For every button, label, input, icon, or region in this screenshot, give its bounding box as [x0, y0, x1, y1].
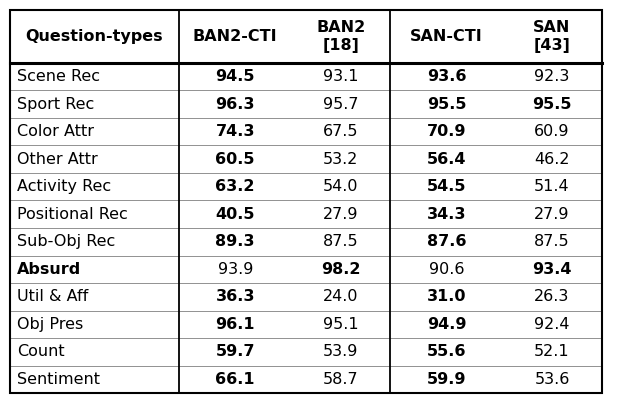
Text: 31.0: 31.0: [427, 289, 466, 305]
Text: 34.3: 34.3: [427, 207, 466, 222]
Text: 24.0: 24.0: [323, 289, 358, 305]
Text: 55.6: 55.6: [427, 344, 466, 360]
Text: Positional Rec: Positional Rec: [17, 207, 128, 222]
Text: 27.9: 27.9: [534, 207, 570, 222]
Text: Activity Rec: Activity Rec: [17, 179, 111, 194]
Text: SAN
[43]: SAN [43]: [533, 20, 571, 53]
Text: 40.5: 40.5: [216, 207, 255, 222]
Text: 95.7: 95.7: [323, 96, 358, 112]
Text: 26.3: 26.3: [534, 289, 570, 305]
Text: 66.1: 66.1: [216, 372, 255, 387]
Text: 27.9: 27.9: [323, 207, 358, 222]
Text: 74.3: 74.3: [216, 124, 255, 139]
Text: Absurd: Absurd: [17, 262, 81, 277]
Text: 95.1: 95.1: [323, 317, 358, 332]
Text: 90.6: 90.6: [429, 262, 464, 277]
Text: 36.3: 36.3: [216, 289, 255, 305]
Text: SAN-CTI: SAN-CTI: [410, 29, 483, 44]
Text: 92.4: 92.4: [534, 317, 570, 332]
Text: 87.5: 87.5: [323, 234, 358, 249]
Text: 56.4: 56.4: [427, 151, 466, 167]
Text: 58.7: 58.7: [323, 372, 358, 387]
Text: 93.1: 93.1: [323, 69, 358, 84]
Text: 87.6: 87.6: [427, 234, 466, 249]
Text: 89.3: 89.3: [216, 234, 255, 249]
Text: 60.5: 60.5: [216, 151, 255, 167]
Text: 46.2: 46.2: [534, 151, 570, 167]
Text: 96.3: 96.3: [216, 96, 255, 112]
Text: 87.5: 87.5: [534, 234, 570, 249]
Text: Count: Count: [17, 344, 65, 360]
Text: 53.6: 53.6: [534, 372, 570, 387]
Text: 92.3: 92.3: [534, 69, 570, 84]
Text: 98.2: 98.2: [321, 262, 360, 277]
Text: 52.1: 52.1: [534, 344, 570, 360]
Text: 96.1: 96.1: [216, 317, 255, 332]
Text: 63.2: 63.2: [216, 179, 255, 194]
Text: 93.4: 93.4: [532, 262, 572, 277]
Text: Other Attr: Other Attr: [17, 151, 98, 167]
Text: Scene Rec: Scene Rec: [17, 69, 100, 84]
Text: Sentiment: Sentiment: [17, 372, 100, 387]
Text: 53.2: 53.2: [323, 151, 358, 167]
Text: 93.9: 93.9: [218, 262, 253, 277]
Text: BAN2
[18]: BAN2 [18]: [316, 20, 365, 53]
Text: 54.5: 54.5: [427, 179, 466, 194]
Text: Obj Pres: Obj Pres: [17, 317, 84, 332]
Text: Question-types: Question-types: [26, 29, 163, 44]
Text: 70.9: 70.9: [427, 124, 466, 139]
Text: Color Attr: Color Attr: [17, 124, 94, 139]
Text: Sport Rec: Sport Rec: [17, 96, 95, 112]
Text: BAN2-CTI: BAN2-CTI: [193, 29, 278, 44]
Text: 54.0: 54.0: [323, 179, 358, 194]
Text: 60.9: 60.9: [534, 124, 570, 139]
Text: Util & Aff: Util & Aff: [17, 289, 88, 305]
Text: 59.7: 59.7: [216, 344, 255, 360]
Text: 95.5: 95.5: [427, 96, 466, 112]
Text: 59.9: 59.9: [427, 372, 466, 387]
Text: 95.5: 95.5: [532, 96, 572, 112]
Text: 51.4: 51.4: [534, 179, 570, 194]
Text: 94.9: 94.9: [427, 317, 466, 332]
Text: Sub-Obj Rec: Sub-Obj Rec: [17, 234, 116, 249]
Text: 53.9: 53.9: [323, 344, 358, 360]
Text: 67.5: 67.5: [323, 124, 358, 139]
Text: 93.6: 93.6: [427, 69, 466, 84]
Text: 94.5: 94.5: [216, 69, 255, 84]
